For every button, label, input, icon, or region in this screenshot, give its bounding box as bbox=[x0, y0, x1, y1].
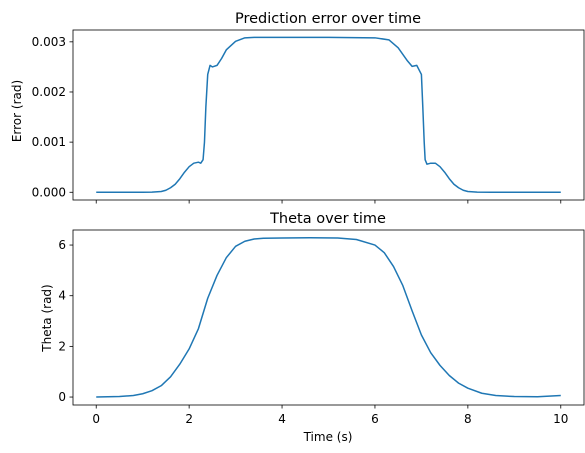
theta-x-tick-label: 8 bbox=[464, 412, 472, 426]
theta-y-tick-label: 0 bbox=[58, 390, 66, 404]
error-y-tick-label: 0.000 bbox=[32, 185, 66, 199]
theta-y-axis-label: Theta (rad) bbox=[40, 284, 54, 352]
error-y-tick-label: 0.003 bbox=[32, 35, 66, 49]
theta-x-tick-label: 2 bbox=[185, 412, 193, 426]
theta-y-tick-label: 4 bbox=[58, 289, 66, 303]
theta-x-tick-label: 4 bbox=[278, 412, 286, 426]
theta-x-axis-label: Time (s) bbox=[303, 430, 353, 444]
theta-x-tick-label: 6 bbox=[371, 412, 379, 426]
error-chart-title: Prediction error over time bbox=[235, 11, 421, 27]
error-y-tick-label: 0.002 bbox=[32, 85, 66, 99]
theta-x-tick-label: 10 bbox=[553, 412, 568, 426]
theta-y-tick-label: 2 bbox=[58, 339, 66, 353]
theta-x-tick-label: 0 bbox=[92, 412, 100, 426]
error-y-axis-label: Error (rad) bbox=[10, 80, 24, 142]
theta-y-tick-label: 6 bbox=[58, 238, 66, 252]
error-y-tick-label: 0.001 bbox=[32, 135, 66, 149]
theta-chart-title: Theta over time bbox=[269, 211, 386, 227]
